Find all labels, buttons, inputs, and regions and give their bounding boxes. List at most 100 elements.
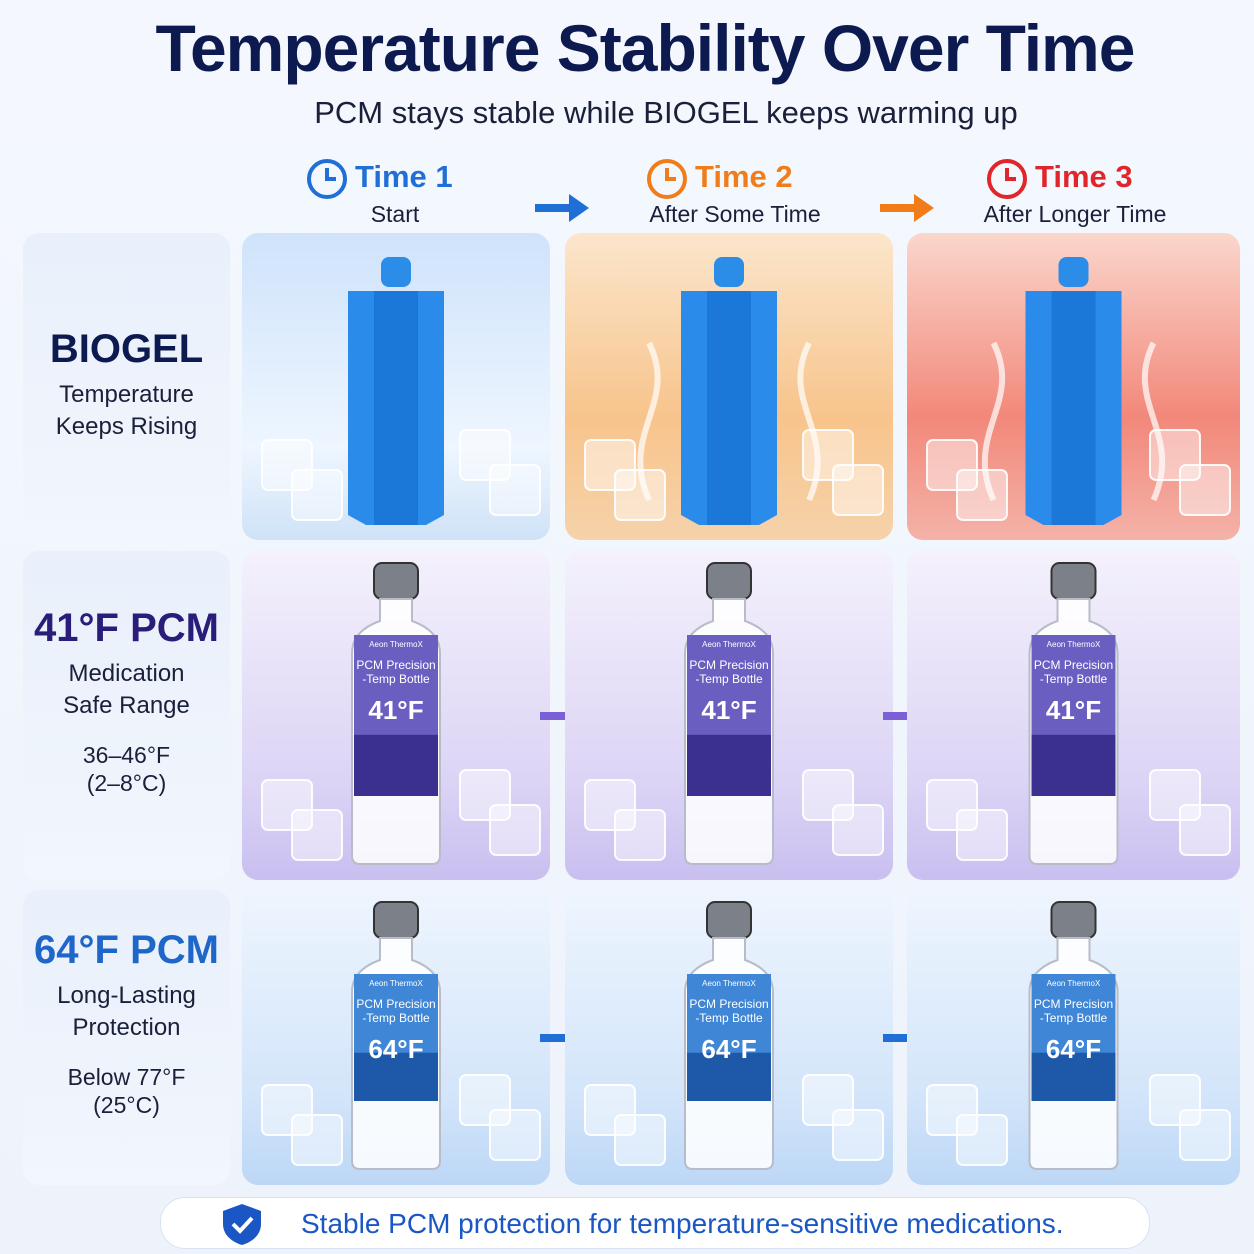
bottle-cap	[373, 562, 419, 600]
bottle-name: -Temp Bottle	[1040, 672, 1108, 686]
ice-cube	[1179, 1109, 1231, 1161]
subtitle: PCM stays stable while BIOGEL keeps warm…	[314, 95, 1018, 130]
ice-cube	[956, 809, 1008, 861]
row-title: 41°F PCM	[34, 605, 219, 650]
ice-cube	[291, 469, 343, 521]
cell-illustration: Aeon ThermoX PCM Precision-Temp Bottle 41°…	[926, 562, 1231, 865]
row-label-panel: 64°F PCM Long-Lasting Protection Below 77°F…	[23, 890, 230, 1185]
bottle-name: -Temp Bottle	[1040, 1011, 1108, 1025]
bottle-name: PCM Precision	[689, 658, 768, 672]
row-desc: Long-Lasting	[57, 981, 196, 1009]
cell-illustration: Aeon ThermoX PCM Precision-Temp Bottle 41°…	[584, 562, 884, 865]
clock-icon	[987, 159, 1027, 199]
column-header: Time 2 After Some Time	[585, 155, 885, 235]
bottle-temp: 41°F	[368, 695, 423, 725]
ice-cube	[459, 769, 511, 821]
ice-cube	[956, 1114, 1008, 1166]
bottle-label-band	[354, 1052, 438, 1101]
bottle-name: -Temp Bottle	[695, 672, 763, 686]
time-label: Time 2	[695, 159, 793, 194]
bottle-name: -Temp Bottle	[362, 1011, 430, 1025]
ice-cube	[459, 1074, 511, 1126]
clock-hands	[1005, 168, 1016, 181]
ice-cube	[614, 1114, 666, 1166]
ice-cube	[926, 439, 978, 491]
bottle-name: -Temp Bottle	[695, 1011, 763, 1025]
bottle-label-band	[1031, 1052, 1116, 1101]
shield-icon	[223, 1204, 261, 1245]
row-range: (25°C)	[93, 1091, 160, 1118]
header-arrow	[880, 194, 934, 222]
bottle-label-band	[354, 734, 438, 796]
ice-cube	[584, 1084, 636, 1136]
bottle-brand: Aeon ThermoX	[369, 979, 423, 988]
bottle-cap	[706, 901, 752, 939]
pack-ridge	[374, 291, 418, 525]
column-header: Time 3 After Longer Time	[925, 155, 1225, 235]
bottle-brand: Aeon ThermoX	[369, 640, 423, 649]
bottle-name: PCM Precision	[356, 997, 435, 1011]
clock-face	[307, 159, 347, 199]
ice-cube	[1149, 1074, 1201, 1126]
cell-illustration	[926, 257, 1231, 525]
bottle-name: PCM Precision	[689, 997, 768, 1011]
ice-cube	[261, 439, 313, 491]
bottle-name: PCM Precision	[1034, 658, 1113, 672]
steam	[637, 341, 821, 502]
clock-hands	[665, 168, 676, 181]
row-desc: Keeps Rising	[55, 412, 198, 440]
row-desc: Safe Range	[63, 691, 190, 719]
cell-illustration	[261, 257, 541, 525]
row-label-panel: BIOGEL Temperature Keeps Rising	[23, 233, 230, 540]
ice-cube	[614, 809, 666, 861]
pack-ridge	[707, 291, 751, 525]
ice-cube	[926, 779, 978, 831]
ice-cube	[489, 464, 541, 516]
bottle-label-band	[687, 1052, 771, 1101]
bottle-brand: Aeon ThermoX	[702, 979, 756, 988]
ice-cube	[261, 779, 313, 831]
image-cell: Aeon ThermoX PCM Precision -Temp Bottle 64°…	[565, 890, 893, 1185]
bottle-temp: 64°F	[701, 1034, 756, 1064]
image-cell: Aeon ThermoX PCM Precision -Temp Bottle 41°…	[907, 551, 1240, 880]
pack-neck	[714, 257, 744, 287]
ice-cube	[802, 1074, 854, 1126]
bottle-name: PCM Precision	[1034, 997, 1113, 1011]
pack-neck	[1058, 257, 1089, 287]
image-cell: Aeon ThermoX PCM Precision -Temp Bottle 41°…	[242, 551, 550, 880]
ice-cube	[802, 769, 854, 821]
ice-cube	[1149, 769, 1201, 821]
bottle-label-band	[1031, 734, 1116, 796]
bottle-cap	[1050, 901, 1097, 939]
row-range: 36–46°F	[82, 741, 171, 768]
bottle-name: -Temp Bottle	[362, 672, 430, 686]
cell-illustration: Aeon ThermoX PCM Precision-Temp Bottle 41°…	[261, 562, 541, 865]
bottle-temp: 64°F	[1046, 1034, 1101, 1064]
arrow-shape	[880, 194, 934, 222]
image-cell	[565, 233, 893, 540]
ice-cube	[956, 469, 1008, 521]
image-cell	[907, 233, 1240, 540]
bottle-brand: Aeon ThermoX	[1047, 979, 1101, 988]
bottle-temp: 64°F	[368, 1034, 423, 1064]
steam	[981, 341, 1166, 502]
cell-illustration: Aeon ThermoX PCM Precision-Temp Bottle 64°…	[261, 901, 541, 1170]
ice-cube	[489, 1109, 541, 1161]
cell-illustration: Aeon ThermoX PCM Precision-Temp Bottle 64°…	[926, 901, 1231, 1170]
bottle-temp: 41°F	[701, 695, 756, 725]
arrow-shape	[535, 194, 589, 222]
footer-pill: Stable PCM protection for temperature-se…	[160, 1197, 1150, 1249]
clock-icon	[307, 159, 347, 199]
header-arrow	[535, 194, 589, 222]
ice-cube	[926, 1084, 978, 1136]
ice-cube	[489, 804, 541, 856]
ice-cube	[832, 804, 884, 856]
bottle-temp: 41°F	[1046, 695, 1101, 725]
ice-cube	[1179, 464, 1231, 516]
time-sub: After Longer Time	[983, 201, 1167, 227]
bottle-cap	[1050, 562, 1097, 600]
time-label: Time 3	[1035, 159, 1133, 194]
row-range: Below 77°F	[67, 1063, 186, 1090]
time-label: Time 1	[355, 159, 453, 194]
